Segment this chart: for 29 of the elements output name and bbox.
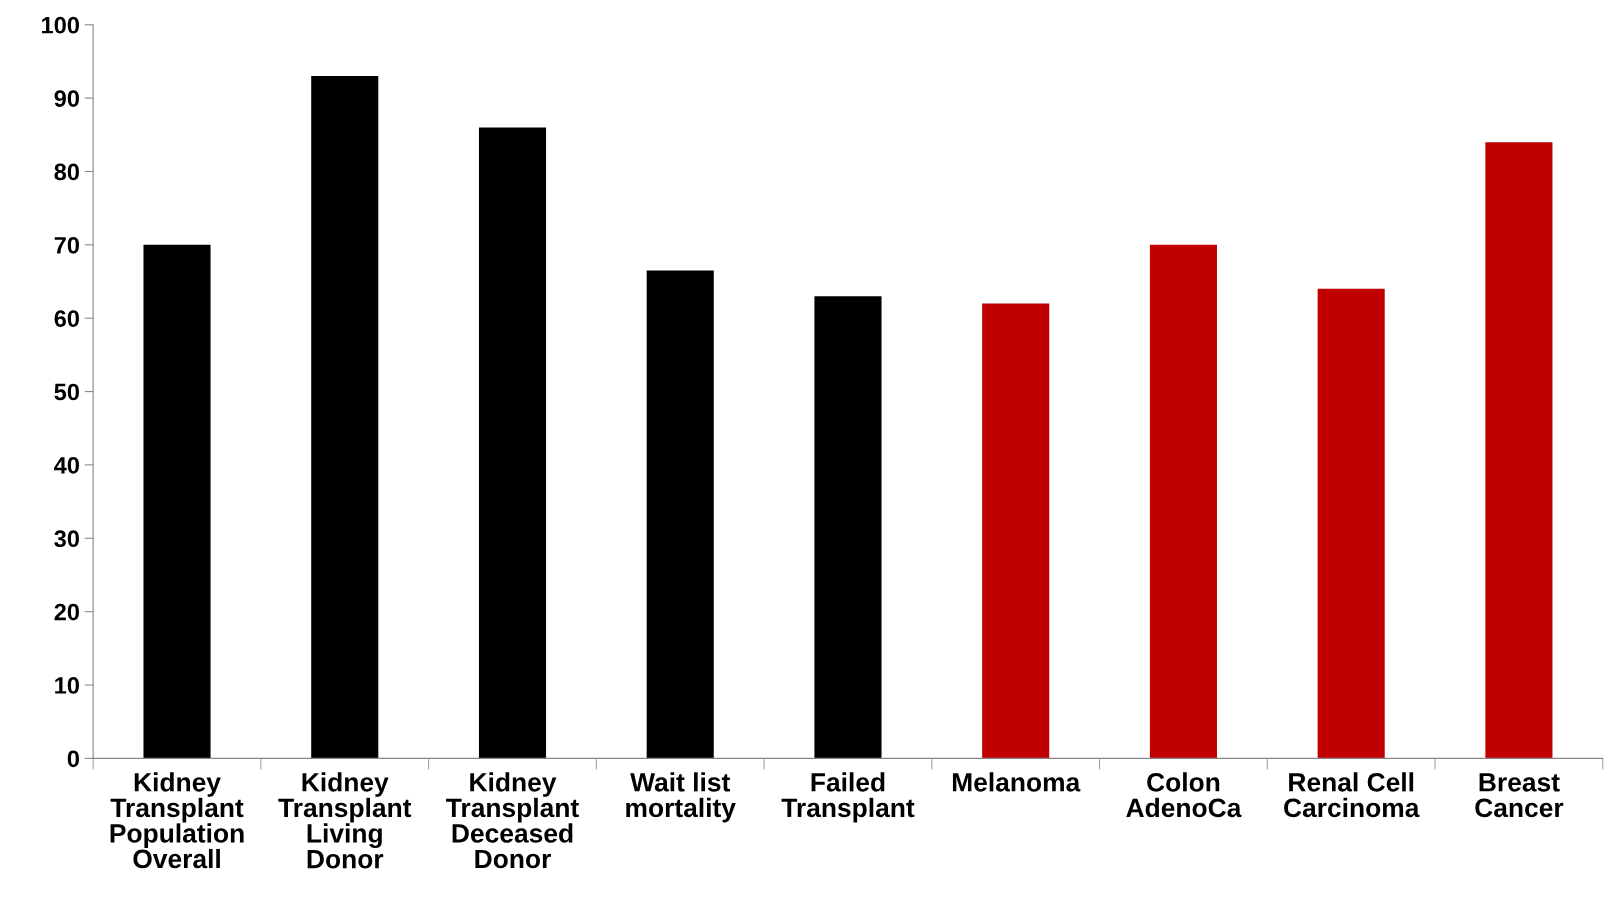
x-tick-label: Kidney Transplant Deceased Donor	[446, 772, 579, 869]
bar	[646, 270, 714, 759]
y-tick-label: 50	[54, 383, 79, 401]
x-tick-label: Wait list mortality	[626, 772, 736, 823]
y-tick-label: 60	[54, 310, 79, 327]
y-tick-label: 70	[54, 236, 79, 254]
y-tick-label: 30	[54, 530, 79, 548]
x-tick-label: Kidney Transplant Living Donor	[278, 772, 412, 869]
bar	[1149, 244, 1217, 759]
bar	[311, 76, 379, 759]
x-tick-label: Melanoma	[952, 772, 1081, 792]
y-tick-label: 40	[54, 456, 79, 474]
y-tick-label: 0	[67, 750, 79, 768]
y-tick-label: 90	[54, 90, 79, 107]
x-tick-label: Colon AdenoCa	[1126, 772, 1242, 818]
bar	[478, 127, 547, 759]
bar	[1317, 288, 1385, 759]
x-tick-label: Breast Cancer	[1475, 773, 1564, 818]
bar	[982, 303, 1050, 759]
bar	[1485, 142, 1553, 759]
bar	[143, 244, 211, 759]
y-tick-label: 80	[54, 163, 79, 181]
bar	[814, 296, 882, 759]
x-tick-label: Kidney Transplant Population Overall	[110, 772, 244, 869]
y-tick-label: 10	[55, 677, 79, 694]
y-tick-label: 20	[54, 603, 79, 621]
x-tick-label: Renal Cell Carcinoma	[1284, 772, 1420, 818]
y-tick-label: 100	[42, 16, 79, 34]
x-tick-label: Failed Transplant	[781, 772, 915, 823]
